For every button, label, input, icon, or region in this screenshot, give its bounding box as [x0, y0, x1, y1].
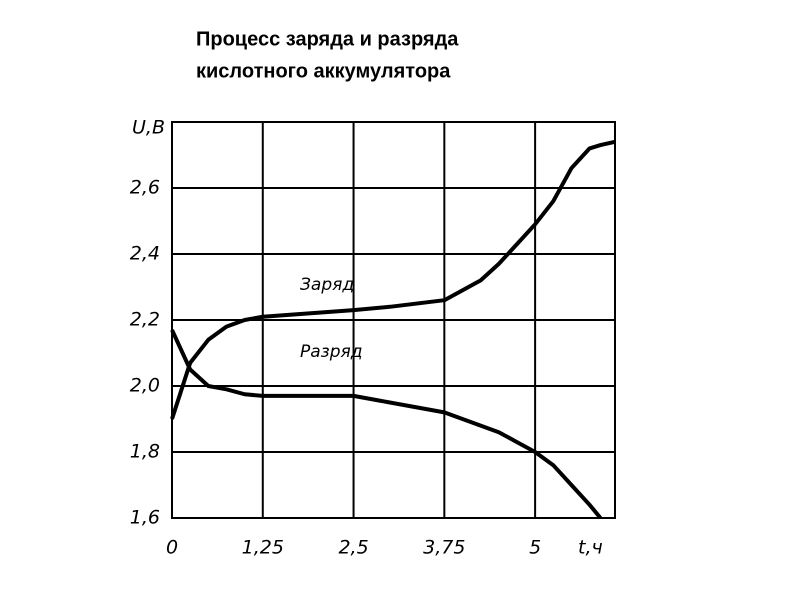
x-tick-label: 5 — [529, 537, 541, 559]
y-tick-label: 1,8 — [130, 441, 160, 463]
series-line — [170, 139, 616, 420]
y-tick-label: 1,6 — [130, 507, 160, 529]
x-tick-label: 0 — [166, 537, 178, 559]
chart-title-line: Процесс заряда и разряда — [196, 28, 459, 50]
series-line — [170, 329, 603, 520]
x-axis-label: t,ч — [578, 537, 603, 559]
x-tick-label: 3,75 — [423, 537, 465, 559]
series-label: Разряд — [300, 342, 362, 362]
y-tick-label: 2,0 — [130, 375, 160, 397]
y-tick-label: 2,2 — [130, 309, 160, 331]
y-axis-label: U,В — [132, 117, 165, 139]
chart-title-line: кислотного аккумулятора — [196, 60, 451, 82]
y-tick-label: 2,6 — [130, 177, 160, 199]
series-label: Заряд — [300, 275, 354, 295]
y-tick-label: 2,4 — [130, 243, 160, 265]
x-tick-label: 2,5 — [338, 537, 368, 559]
x-tick-label: 1,25 — [242, 537, 284, 559]
